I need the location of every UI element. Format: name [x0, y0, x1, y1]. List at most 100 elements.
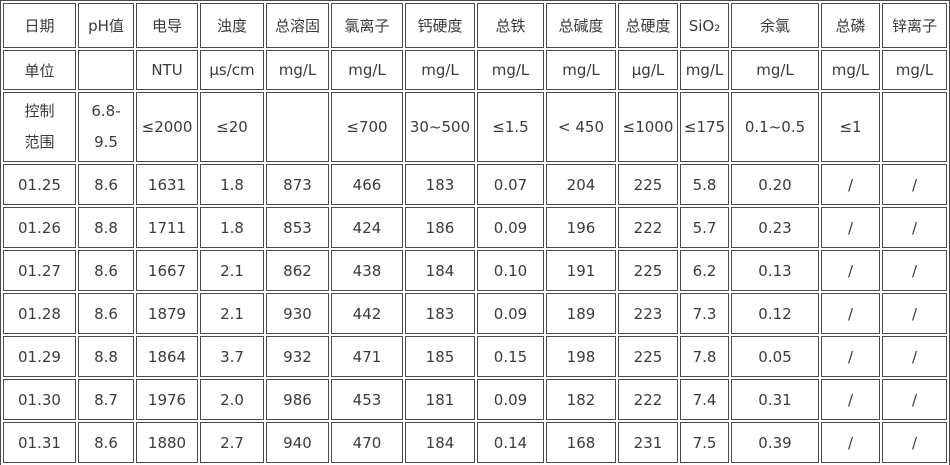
- value-cell: 1.8: [200, 164, 264, 205]
- value-cell: /: [821, 250, 880, 291]
- control-range-cell: [266, 92, 329, 162]
- control-range-cell: < 450: [546, 92, 616, 162]
- unit-cell: mg/L: [266, 50, 329, 90]
- control-range-cell: 控制 范围: [3, 92, 76, 162]
- value-cell: 225: [618, 164, 678, 205]
- value-cell: 2.1: [200, 293, 264, 334]
- value-cell: 0.09: [477, 379, 544, 420]
- value-cell: 0.14: [477, 422, 544, 463]
- control-range-cell: ≤20: [200, 92, 264, 162]
- value-cell: 7.4: [680, 379, 729, 420]
- value-cell: 184: [405, 422, 475, 463]
- value-cell: 862: [266, 250, 329, 291]
- header-cell: 电导: [136, 3, 198, 48]
- value-cell: /: [821, 422, 880, 463]
- table-body: 日期 pH值 电导 浊度 总溶固 氯离子 钙硬度 总铁 总碱度 总硬度 SiO₂ 余氯 总磷 锌离子 单位 N…: [3, 3, 947, 463]
- value-cell: 5.8: [680, 164, 729, 205]
- value-cell: /: [882, 293, 947, 334]
- value-cell: 1631: [136, 164, 198, 205]
- header-cell: 总溶固: [266, 3, 329, 48]
- value-cell: 466: [331, 164, 403, 205]
- value-cell: 0.09: [477, 207, 544, 248]
- control-range-cell: ≤1.5: [477, 92, 544, 162]
- value-cell: 2.7: [200, 422, 264, 463]
- unit-cell: μg/L: [618, 50, 678, 90]
- value-cell: /: [821, 164, 880, 205]
- value-cell: 198: [546, 336, 616, 377]
- value-cell: 222: [618, 207, 678, 248]
- value-cell: 442: [331, 293, 403, 334]
- control-range-cell: [882, 92, 947, 162]
- value-cell: 470: [331, 422, 403, 463]
- value-cell: 0.10: [477, 250, 544, 291]
- date-cell: 01.25: [3, 164, 76, 205]
- value-cell: 0.09: [477, 293, 544, 334]
- value-cell: 1879: [136, 293, 198, 334]
- unit-cell: mg/L: [731, 50, 819, 90]
- control-range-cell: 0.1~0.5: [731, 92, 819, 162]
- date-cell: 01.29: [3, 336, 76, 377]
- value-cell: 453: [331, 379, 403, 420]
- value-cell: /: [882, 336, 947, 377]
- table-row: 01.30 8.7 1976 2.0 986 453 181 0.09 182 222 7.4 0.3…: [3, 379, 947, 420]
- value-cell: 1711: [136, 207, 198, 248]
- control-row: 控制 范围 6.8- 9.5 ≤2000 ≤20 ≤700 30~500 ≤1.5 < 450…: [3, 92, 947, 162]
- value-cell: 196: [546, 207, 616, 248]
- value-cell: /: [821, 336, 880, 377]
- date-cell: 01.26: [3, 207, 76, 248]
- table-row: 01.29 8.8 1864 3.7 932 471 185 0.15 198 225 7.8 0.0…: [3, 336, 947, 377]
- unit-cell: mg/L: [331, 50, 403, 90]
- header-cell: 钙硬度: [405, 3, 475, 48]
- header-cell: 氯离子: [331, 3, 403, 48]
- value-cell: 191: [546, 250, 616, 291]
- header-cell: pH值: [78, 3, 134, 48]
- value-cell: 7.3: [680, 293, 729, 334]
- value-cell: 8.8: [78, 207, 134, 248]
- value-cell: 5.7: [680, 207, 729, 248]
- value-cell: 168: [546, 422, 616, 463]
- value-cell: 932: [266, 336, 329, 377]
- value-cell: 181: [405, 379, 475, 420]
- value-cell: 225: [618, 250, 678, 291]
- value-cell: 225: [618, 336, 678, 377]
- control-range-cell: 30~500: [405, 92, 475, 162]
- header-cell: SiO₂: [680, 3, 729, 48]
- value-cell: 0.12: [731, 293, 819, 334]
- date-cell: 01.27: [3, 250, 76, 291]
- value-cell: /: [882, 164, 947, 205]
- value-cell: 2.1: [200, 250, 264, 291]
- value-cell: 222: [618, 379, 678, 420]
- unit-cell: mg/L: [477, 50, 544, 90]
- value-cell: 0.07: [477, 164, 544, 205]
- value-cell: 0.13: [731, 250, 819, 291]
- unit-cell: mg/L: [405, 50, 475, 90]
- table-row: 01.27 8.6 1667 2.1 862 438 184 0.10 191 225 6.2 0.1…: [3, 250, 947, 291]
- value-cell: 0.05: [731, 336, 819, 377]
- header-cell: 锌离子: [882, 3, 947, 48]
- header-cell: 总硬度: [618, 3, 678, 48]
- header-cell: 日期: [3, 3, 76, 48]
- value-cell: 0.31: [731, 379, 819, 420]
- value-cell: 223: [618, 293, 678, 334]
- unit-cell: NTU: [136, 50, 198, 90]
- value-cell: 189: [546, 293, 616, 334]
- unit-cell: μs/cm: [200, 50, 264, 90]
- date-cell: 01.28: [3, 293, 76, 334]
- control-range-cell: 6.8- 9.5: [78, 92, 134, 162]
- value-cell: 0.15: [477, 336, 544, 377]
- value-cell: /: [882, 250, 947, 291]
- value-cell: 986: [266, 379, 329, 420]
- value-cell: 1864: [136, 336, 198, 377]
- header-cell: 总碱度: [546, 3, 616, 48]
- value-cell: /: [821, 293, 880, 334]
- value-cell: 853: [266, 207, 329, 248]
- value-cell: 3.7: [200, 336, 264, 377]
- control-range-cell: ≤1: [821, 92, 880, 162]
- value-cell: 182: [546, 379, 616, 420]
- table-row: 01.28 8.6 1879 2.1 930 442 183 0.09 189 223 7.3 0.1…: [3, 293, 947, 334]
- value-cell: 940: [266, 422, 329, 463]
- header-row: 日期 pH值 电导 浊度 总溶固 氯离子 钙硬度 总铁 总碱度 总硬度 SiO₂ 余氯 总磷 锌离子: [3, 3, 947, 48]
- value-cell: 231: [618, 422, 678, 463]
- value-cell: 438: [331, 250, 403, 291]
